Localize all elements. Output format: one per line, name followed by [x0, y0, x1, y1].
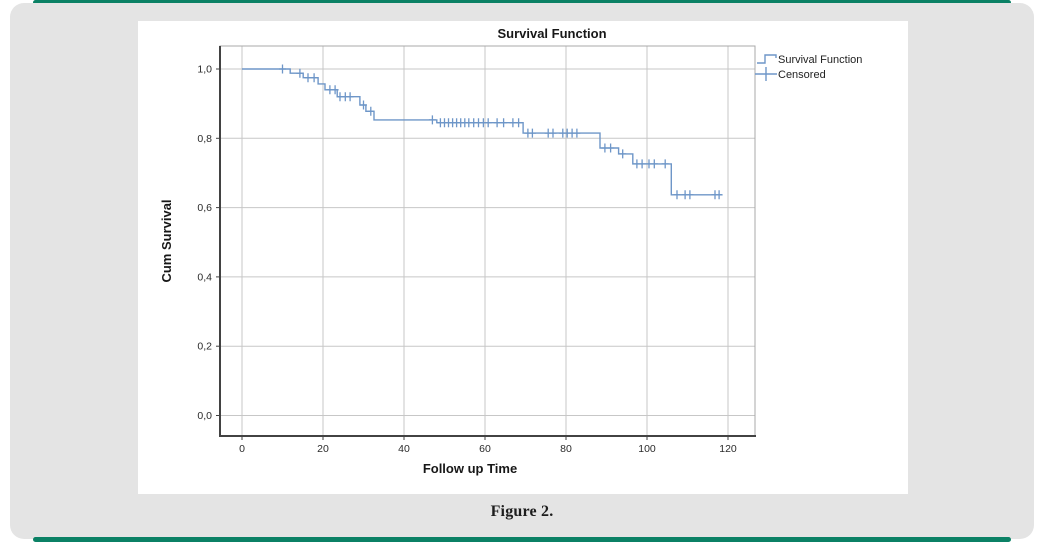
- legend-label-survival: Survival Function: [778, 54, 862, 66]
- legend-item-censored: Censored: [755, 67, 826, 81]
- y-tick-label: 0,0: [197, 410, 212, 422]
- x-tick-label: 60: [479, 443, 491, 455]
- y-tick-label: 1,0: [197, 64, 212, 76]
- top-accent-rule: [33, 0, 1011, 5]
- legend: Survival Function Censored: [755, 54, 862, 81]
- legend-item-survival: Survival Function: [757, 54, 862, 66]
- y-axis-label: Cum Survival: [159, 199, 174, 282]
- plot-border: [219, 45, 756, 437]
- y-tick-label: 0,4: [197, 271, 212, 283]
- survival-chart-panel: Survival Function 0 20 40 60 80 100 120 1,0 0,8 0…: [138, 21, 908, 494]
- x-tick-label: 20: [317, 443, 329, 455]
- x-tick-label: 80: [560, 443, 572, 455]
- x-tick-label: 100: [638, 443, 656, 455]
- survival-curve: [242, 68, 722, 196]
- axis-tick-labels: 0 20 40 60 80 100 120 1,0 0,8 0,6 0,4 0,2 0,0: [197, 64, 737, 456]
- y-tick-label: 0,8: [197, 133, 212, 145]
- step-line-icon: [757, 54, 777, 64]
- survival-step-line: [242, 68, 722, 196]
- km-survival-chart: Survival Function 0 20 40 60 80 100 1201,00,80…: [159, 26, 862, 476]
- y-tick-label: 0,2: [197, 341, 212, 353]
- x-tick-label: 120: [719, 443, 737, 455]
- y-tick-label: 0,6: [197, 202, 212, 214]
- gridlines: [220, 46, 755, 436]
- figure-caption: Figure 2.: [490, 503, 554, 520]
- censored-plus-marks: [279, 64, 723, 200]
- axis-ticks: [216, 68, 729, 440]
- legend-label-censored: Censored: [778, 69, 826, 81]
- x-tick-label: 0: [239, 443, 245, 455]
- censored-marks: [279, 64, 723, 200]
- x-axis-label: Follow up Time: [423, 461, 517, 476]
- plus-icon: [755, 67, 777, 81]
- x-tick-label: 40: [398, 443, 410, 455]
- bottom-accent-rule: [33, 537, 1011, 542]
- chart-title: Survival Function: [497, 26, 606, 41]
